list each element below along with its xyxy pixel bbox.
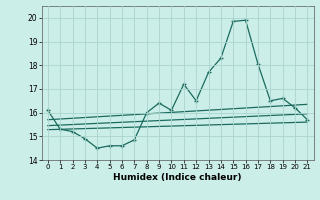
X-axis label: Humidex (Indice chaleur): Humidex (Indice chaleur) — [113, 173, 242, 182]
